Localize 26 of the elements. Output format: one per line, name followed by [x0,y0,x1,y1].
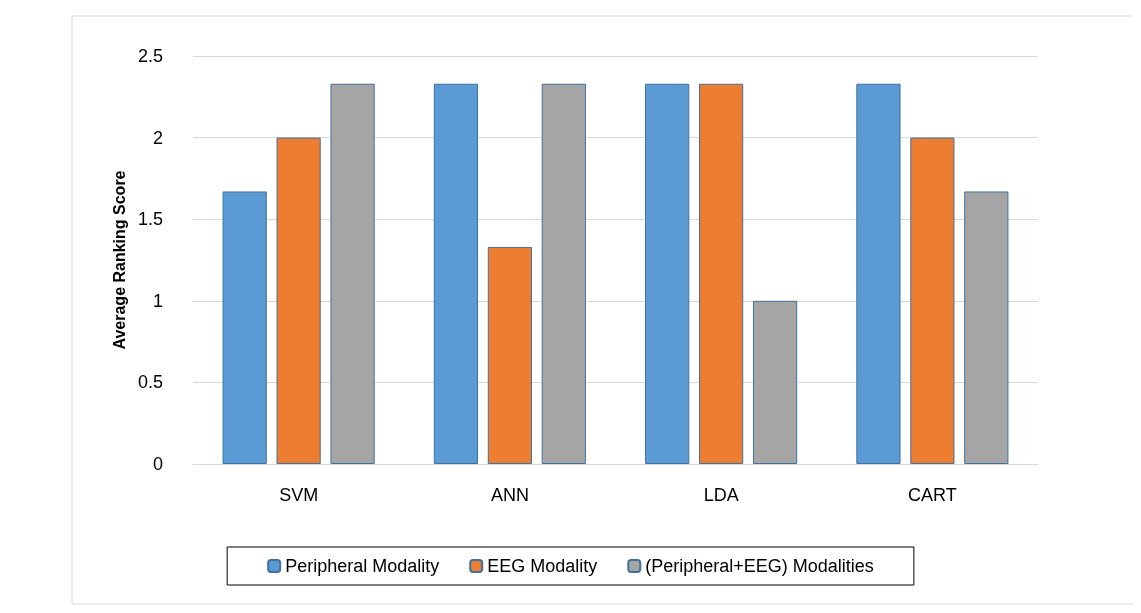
bar [276,137,321,464]
bar [752,300,798,464]
bar [856,83,901,464]
y-tick-label: 1.5 [137,209,163,230]
legend-label: (Peripheral+EEG) Modalities [645,556,874,576]
bar [541,83,586,464]
bar [964,191,1009,464]
legend-label: Peripheral Modality [285,556,440,576]
x-tick-label: CART [908,485,957,505]
bar [222,191,267,464]
bar [487,246,532,464]
bar [699,83,744,464]
y-tick-label: 0.5 [137,372,163,393]
y-axis-title: Average Ranking Score [110,170,128,350]
x-tick-label: SVM [279,485,319,505]
y-tick-label: 1 [152,290,163,311]
legend-label: EEG Modality [487,556,598,576]
y-tick-label: 0 [152,454,163,474]
y-tick-label: 2 [152,127,163,148]
y-tick-label: 2.5 [137,46,163,66]
bar [330,83,375,464]
x-tick-label: ANN [490,485,529,505]
x-tick-label: LDA [703,485,739,505]
bar [645,83,690,464]
bar [433,83,479,464]
bar [910,137,955,464]
